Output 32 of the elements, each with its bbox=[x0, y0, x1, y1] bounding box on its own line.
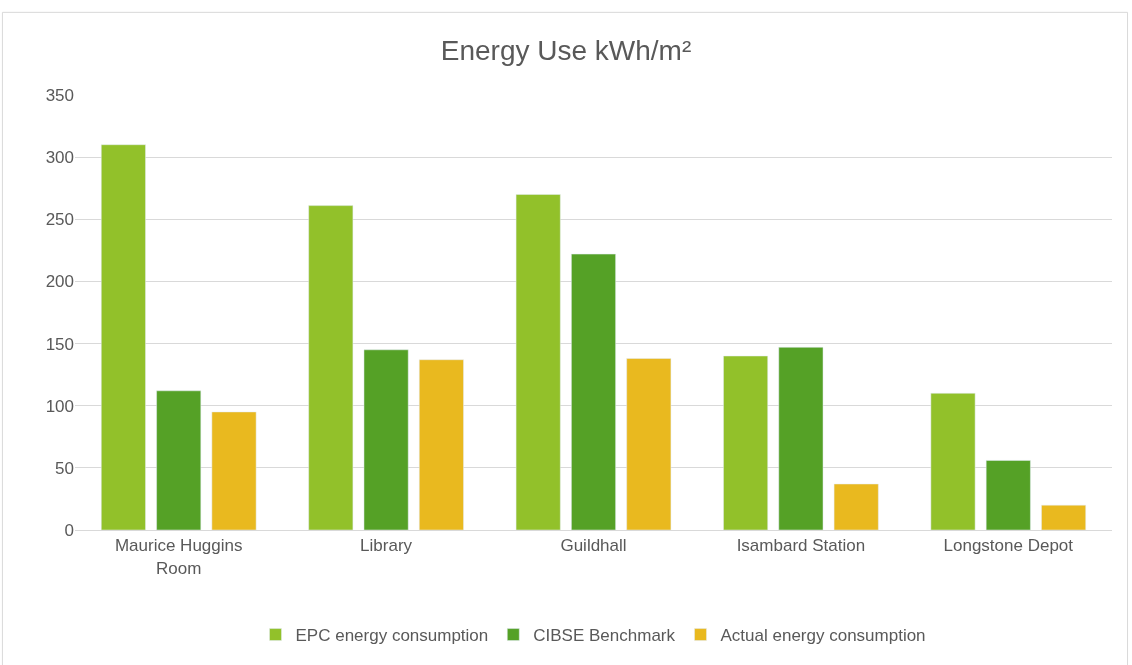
bar bbox=[778, 347, 824, 530]
bar bbox=[363, 349, 409, 530]
bar bbox=[626, 358, 672, 530]
bar bbox=[419, 359, 464, 530]
bar bbox=[515, 194, 561, 530]
legend-label: CIBSE Benchmark bbox=[533, 626, 676, 646]
bar bbox=[723, 355, 768, 530]
bar bbox=[833, 483, 879, 530]
chart-title: Energy Use kWh/m² bbox=[440, 34, 692, 66]
bar bbox=[211, 411, 257, 530]
bar bbox=[985, 460, 1031, 530]
y-tick-label: 150 bbox=[45, 334, 74, 354]
x-tick-label: Isambard Station bbox=[736, 536, 866, 556]
y-tick-label: 50 bbox=[55, 458, 74, 478]
legend-label: Actual energy consumption bbox=[720, 626, 926, 646]
legend-label: EPC energy consumption bbox=[295, 626, 489, 646]
x-tick-label: Maurice Huggins Room bbox=[114, 536, 243, 578]
x-tick-label: Guildhall bbox=[560, 536, 627, 556]
bar bbox=[156, 390, 202, 530]
bar bbox=[571, 253, 616, 530]
x-tick-label: Library bbox=[360, 536, 413, 556]
y-tick-label: 250 bbox=[45, 210, 74, 230]
y-tick-label: 350 bbox=[45, 85, 74, 105]
y-tick-label: 300 bbox=[45, 148, 74, 168]
bar bbox=[101, 144, 146, 530]
bar bbox=[308, 205, 354, 530]
y-tick-label: 200 bbox=[45, 272, 74, 292]
y-tick-label: 0 bbox=[64, 520, 74, 540]
y-tick-label: 100 bbox=[45, 396, 74, 416]
bar bbox=[930, 393, 976, 530]
x-tick-label: Longstone Depot bbox=[943, 536, 1074, 556]
bar bbox=[1041, 504, 1086, 530]
